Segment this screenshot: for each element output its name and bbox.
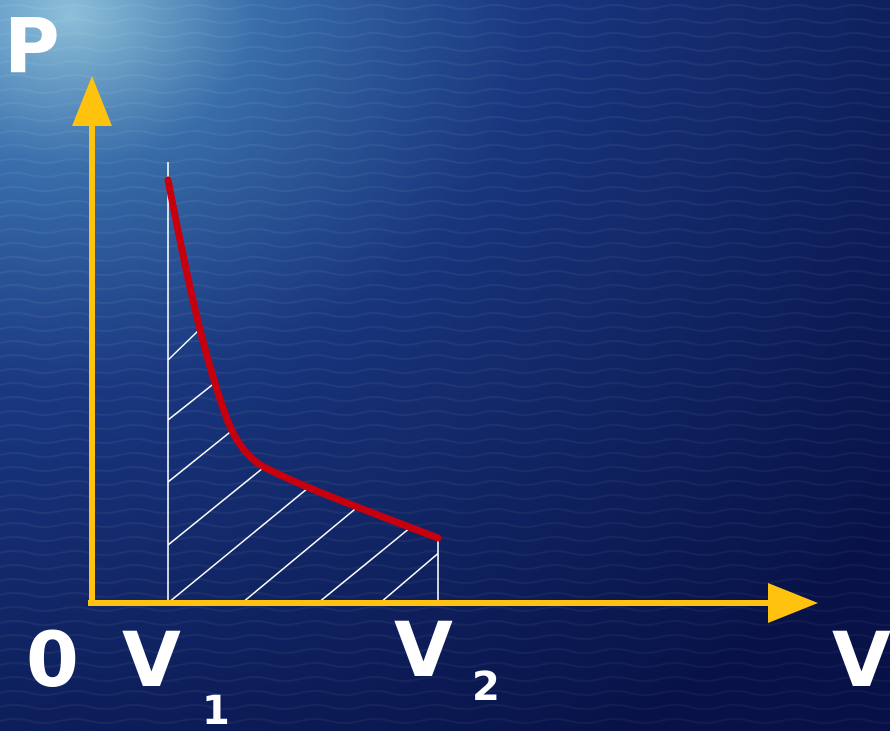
p-axis-arrowhead [72,76,112,126]
v1-label: V [122,615,181,704]
p-axis-label: P [4,1,60,90]
process-curve [164,176,442,542]
origin-label: 0 [26,615,79,704]
v2-subscript: 2 [472,664,500,710]
v1-subscript: 1 [202,688,230,731]
v-axis-label: V [832,615,890,704]
v2-label: V [394,605,453,694]
v-axis-arrowhead [768,583,818,623]
